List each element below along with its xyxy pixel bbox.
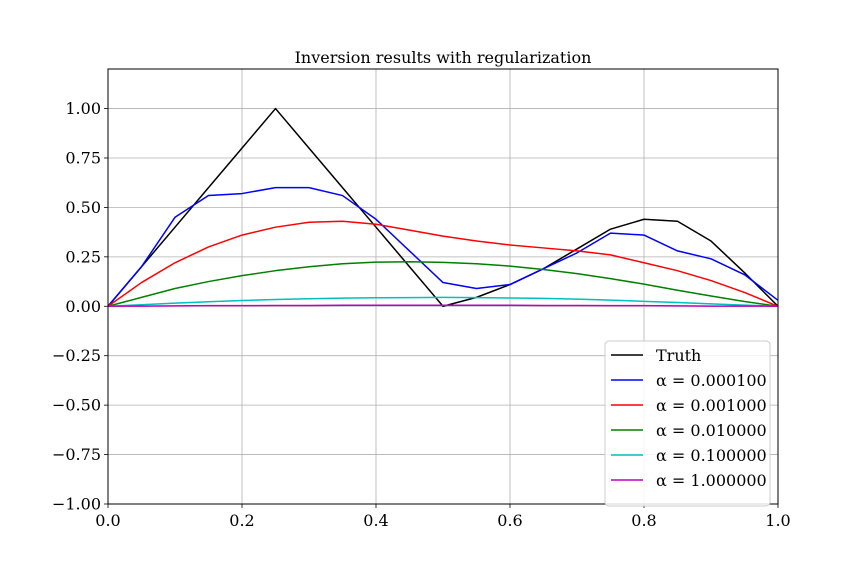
x-tick-label: 1.0 <box>765 511 790 530</box>
legend-label-1: α = 0.000100 <box>656 371 767 390</box>
legend-label-5: α = 1.000000 <box>656 471 767 490</box>
series-line-5 <box>107 304 779 308</box>
x-tick-label: 0.8 <box>631 511 656 530</box>
y-tick-label: 0.25 <box>65 247 101 266</box>
legend-label-3: α = 0.010000 <box>656 421 767 440</box>
series-line-3 <box>107 261 779 308</box>
y-tick-label: −1.00 <box>52 495 101 514</box>
y-axis: −1.00 −0.75 −0.50 −0.25 0.00 0.25 0.50 0.75 1.00 <box>52 99 108 514</box>
legend-label-0: Truth <box>656 346 701 365</box>
legend-label-4: α = 0.100000 <box>656 446 767 465</box>
series-lines <box>107 107 779 308</box>
x-tick-label: 0.4 <box>363 511 388 530</box>
y-tick-label: −0.75 <box>52 445 101 464</box>
y-tick-label: 1.00 <box>65 99 101 118</box>
x-tick-label: 0.0 <box>95 511 120 530</box>
series-line-2 <box>107 220 779 307</box>
y-tick-label: −0.50 <box>52 396 101 415</box>
legend: Truth α = 0.000100 α = 0.001000 α = 0.01000… <box>604 340 771 507</box>
legend-label-2: α = 0.001000 <box>656 396 767 415</box>
y-tick-label: −0.25 <box>52 346 101 365</box>
y-tick-label: 0.50 <box>65 198 101 217</box>
series-line-4 <box>107 296 779 308</box>
y-tick-label: 0.75 <box>65 148 101 167</box>
chart-title: Inversion results with regularization <box>295 48 592 67</box>
plot-frame <box>107 68 779 505</box>
x-axis: 0.0 0.2 0.4 0.6 0.8 1.0 <box>95 504 791 530</box>
y-tick-label: 0.00 <box>65 297 101 316</box>
x-tick-label: 0.2 <box>229 511 254 530</box>
series-line-0 <box>107 107 779 308</box>
series-line-1 <box>107 186 779 307</box>
legend-box <box>604 340 771 507</box>
x-tick-label: 0.6 <box>497 511 522 530</box>
